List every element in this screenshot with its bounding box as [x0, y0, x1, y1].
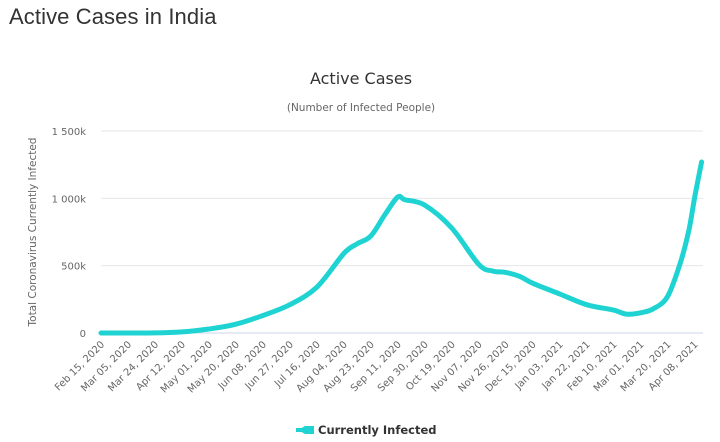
data-point[interactable]: [638, 310, 643, 315]
data-point[interactable]: [449, 225, 454, 230]
data-point[interactable]: [341, 251, 346, 256]
data-point[interactable]: [314, 285, 319, 290]
series-layer: [98, 159, 705, 336]
data-point[interactable]: [233, 322, 238, 327]
data-point[interactable]: [354, 242, 359, 247]
data-point[interactable]: [584, 302, 589, 307]
data-point[interactable]: [611, 308, 616, 313]
data-point[interactable]: [692, 196, 697, 201]
data-point[interactable]: [490, 269, 495, 274]
x-tick-label: Apr 08, 2021: [647, 339, 701, 393]
data-point[interactable]: [402, 197, 407, 202]
data-point[interactable]: [503, 270, 508, 275]
data-point[interactable]: [260, 313, 265, 318]
data-point[interactable]: [476, 262, 481, 267]
y-tick-label: 0: [80, 329, 86, 340]
data-point[interactable]: [557, 291, 562, 296]
y-tick-label: 1 000k: [52, 194, 87, 205]
data-point[interactable]: [517, 274, 522, 279]
data-point[interactable]: [206, 326, 211, 331]
data-point[interactable]: [125, 330, 130, 335]
data-point[interactable]: [530, 281, 535, 286]
legend[interactable]: Currently Infected: [296, 423, 437, 437]
y-tick-label: 500k: [61, 262, 86, 273]
data-point[interactable]: [287, 302, 292, 307]
gridlines: [101, 130, 703, 334]
y-axis-ticks: 0 500k 1 000k 1 500k: [52, 127, 87, 340]
data-point[interactable]: [368, 234, 373, 239]
data-point[interactable]: [382, 212, 387, 217]
data-point[interactable]: [99, 330, 104, 335]
data-point[interactable]: [699, 159, 704, 164]
data-point[interactable]: [152, 330, 157, 335]
chart-title: Active Cases: [310, 69, 412, 88]
data-point[interactable]: [665, 294, 670, 299]
data-point[interactable]: [179, 329, 184, 334]
legend-item-currently-infected[interactable]: Currently Infected: [318, 423, 437, 437]
data-point[interactable]: [678, 260, 683, 265]
series-line-currently-infected[interactable]: [98, 159, 705, 336]
data-point[interactable]: [624, 312, 629, 317]
y-axis-title: Total Coronavirus Currently Infected: [27, 138, 39, 328]
data-point[interactable]: [395, 194, 400, 199]
data-point[interactable]: [686, 228, 691, 233]
chart-subtitle: (Number of Infected People): [287, 102, 435, 114]
data-point[interactable]: [422, 203, 427, 208]
page-title: Active Cases in India: [9, 4, 217, 29]
y-tick-label: 1 500k: [52, 127, 87, 138]
data-point[interactable]: [651, 306, 656, 311]
